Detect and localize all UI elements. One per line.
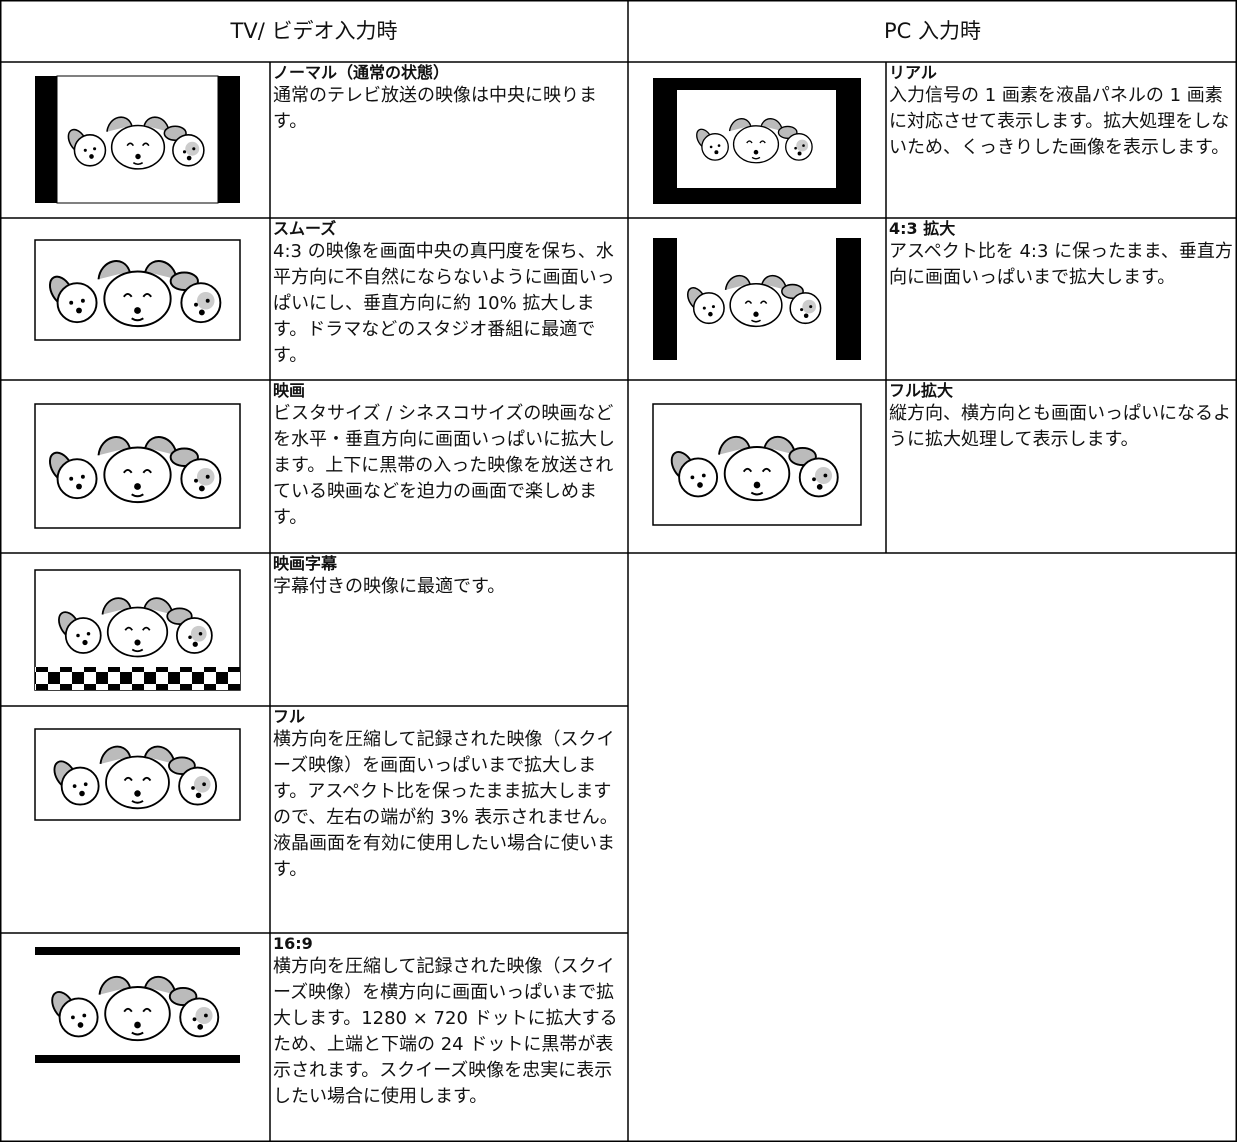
mode-title: フル拡大 — [889, 381, 954, 400]
tv-mode: ノーマル（通常の状態） 通常のテレビ放送の映像は中央に映ります。 — [273, 63, 625, 135]
image-subtitle — [34, 569, 241, 691]
image-real — [653, 78, 861, 204]
mode-title: スムーズ — [273, 219, 337, 238]
image-smooth — [34, 239, 241, 341]
mode-title: 映画字幕 — [273, 554, 338, 573]
mode-description: 通常のテレビ放送の映像は中央に映ります。 — [273, 85, 597, 132]
mode-description: 入力信号の 1 画素を液晶パネルの 1 画素に対応させて表示します。拡大処理をし… — [889, 85, 1230, 158]
image-full-zoom — [652, 403, 862, 526]
pc-mode: 4:3 拡大アスペクト比を 4:3 に保ったまま、垂直方向に画面いっぱいまで拡大… — [889, 219, 1233, 291]
mode-description: ビスタサイズ / シネスコサイズの映画などを水平・垂直方向に画面いっぱいに拡大し… — [273, 403, 615, 528]
pc-mode: フル拡大縦方向、横方向とも画面いっぱいになるように拡大処理して表示します。 — [889, 381, 1233, 453]
mode-description: 横方向を圧縮して記録された映像（スクイーズ映像）を横方向に画面いっぱいまで拡大し… — [273, 956, 618, 1107]
mode-title: リアル — [889, 63, 937, 82]
header-pc: PC 入力時 — [883, 19, 981, 43]
image-movie — [34, 403, 241, 529]
tv-mode: 映画字幕字幕付きの映像に最適です。 — [273, 554, 625, 600]
tv-mode: フル横方向を圧縮して記録された映像（スクイーズ映像）を画面いっぱいまで拡大します… — [273, 707, 625, 883]
image-16-9 — [35, 947, 240, 1063]
pc-mode: リアル入力信号の 1 画素を液晶パネルの 1 画素に対応させて表示します。拡大処… — [889, 63, 1233, 161]
tv-mode: 16:9 横方向を圧縮して記録された映像（スクイーズ映像）を横方向に画面いっぱいま… — [273, 934, 625, 1110]
mode-description: 字幕付きの映像に最適です。 — [273, 576, 506, 597]
mode-description: 縦方向、横方向とも画面いっぱいになるように拡大処理して表示します。 — [889, 403, 1231, 450]
tv-mode: 映画ビスタサイズ / シネスコサイズの映画などを水平・垂直方向に画面いっぱいに拡… — [273, 381, 625, 531]
mode-title: 映画 — [273, 381, 306, 400]
image-normal — [35, 75, 240, 204]
mode-title: ノーマル（通常の状態） — [273, 63, 450, 82]
image-4-3 — [653, 238, 861, 360]
mode-description: 横方向を圧縮して記録された映像（スクイーズ映像）を画面いっぱいまで拡大します。ア… — [273, 729, 618, 880]
mode-title: 16:9 — [273, 934, 313, 953]
mode-description: アスペクト比を 4:3 に保ったまま、垂直方向に画面いっぱいまで拡大します。 — [889, 241, 1233, 288]
header-tv: TV/ ビデオ入力時 — [230, 19, 398, 43]
mode-title: フル — [273, 707, 306, 726]
image-full — [34, 728, 241, 821]
mode-description: 4:3 の映像を画面中央の真円度を保ち、水平方向に不自然にならないように画面いっ… — [273, 241, 615, 366]
mode-title: 4:3 拡大 — [889, 219, 956, 238]
tv-mode: スムーズ 4:3 の映像を画面中央の真円度を保ち、水平方向に不自然にならないように… — [273, 219, 625, 369]
